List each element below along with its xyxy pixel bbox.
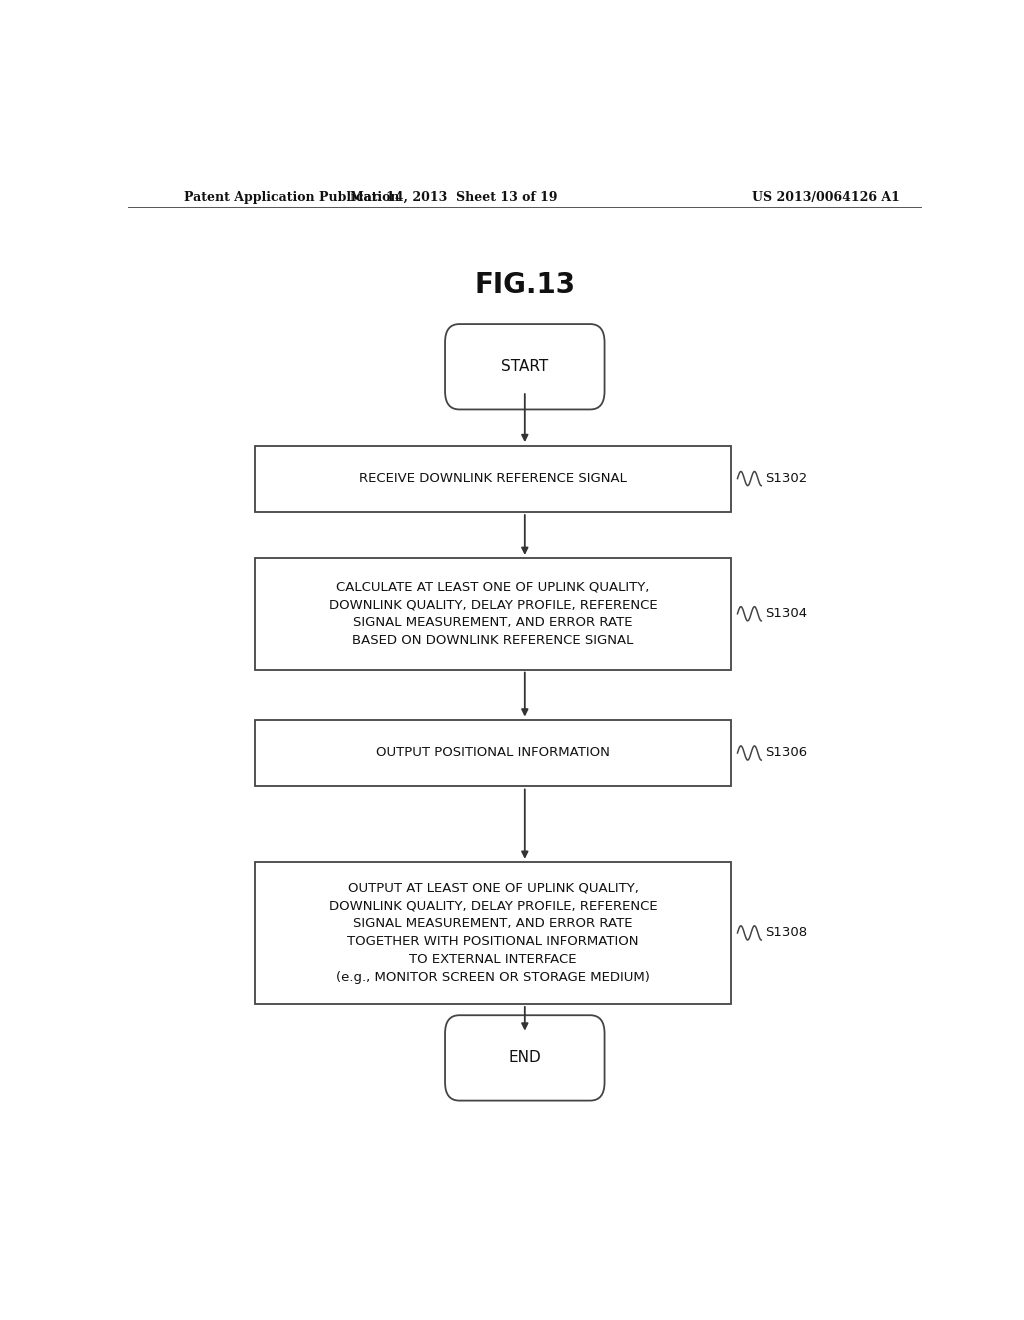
Text: START: START (501, 359, 549, 375)
Text: S1306: S1306 (765, 747, 807, 759)
Text: FIG.13: FIG.13 (474, 272, 575, 300)
Text: END: END (509, 1051, 541, 1065)
Text: S1302: S1302 (765, 473, 808, 484)
Text: Patent Application Publication: Patent Application Publication (183, 190, 399, 203)
Text: S1304: S1304 (765, 607, 807, 620)
Text: RECEIVE DOWNLINK REFERENCE SIGNAL: RECEIVE DOWNLINK REFERENCE SIGNAL (359, 473, 627, 484)
FancyBboxPatch shape (445, 325, 604, 409)
Text: OUTPUT AT LEAST ONE OF UPLINK QUALITY,
DOWNLINK QUALITY, DELAY PROFILE, REFERENC: OUTPUT AT LEAST ONE OF UPLINK QUALITY, D… (329, 882, 657, 985)
Text: S1308: S1308 (765, 927, 807, 940)
Text: Mar. 14, 2013  Sheet 13 of 19: Mar. 14, 2013 Sheet 13 of 19 (349, 190, 557, 203)
Bar (255, 719, 731, 785)
Text: CALCULATE AT LEAST ONE OF UPLINK QUALITY,
DOWNLINK QUALITY, DELAY PROFILE, REFER: CALCULATE AT LEAST ONE OF UPLINK QUALITY… (329, 581, 657, 647)
Text: US 2013/0064126 A1: US 2013/0064126 A1 (753, 190, 900, 203)
Bar (255, 446, 731, 512)
Bar (255, 862, 731, 1005)
FancyBboxPatch shape (445, 1015, 604, 1101)
Bar (255, 558, 731, 669)
Text: OUTPUT POSITIONAL INFORMATION: OUTPUT POSITIONAL INFORMATION (376, 747, 610, 759)
